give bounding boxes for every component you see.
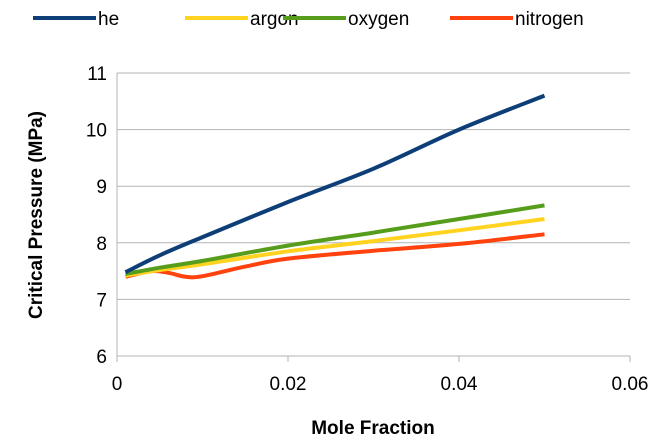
series-layer [124, 93, 546, 280]
legend: he argon oxygen nitrogen [33, 9, 584, 30]
y-axis-title: Critical Pressure (MPa) [26, 111, 47, 319]
x-axis-title: Mole Fraction [311, 418, 435, 439]
series-line-nitrogen [125, 232, 545, 280]
y-tick-label-0: 6 [96, 347, 107, 368]
x-tick-label-1: 0.02 [270, 374, 307, 395]
tick-labels: 6 7 8 9 10 11 0 0.02 0.04 0.06 [86, 64, 649, 395]
legend-label-argon: argon [250, 9, 299, 30]
y-tick-label-5: 11 [87, 64, 107, 85]
legend-label-he: he [98, 9, 119, 30]
series-line-he [124, 93, 546, 275]
y-tick-label-1: 7 [96, 290, 107, 311]
x-tick-label-0: 0 [112, 374, 123, 395]
gridlines [117, 72, 630, 357]
series-line-argon [125, 217, 545, 278]
y-tick-label-3: 9 [96, 177, 107, 198]
axes [116, 73, 631, 362]
y-tick-label-4: 10 [86, 121, 107, 142]
legend-label-nitrogen: nitrogen [515, 9, 584, 30]
x-tick-label-3: 0.06 [612, 374, 649, 395]
series-line-oxygen [125, 203, 545, 276]
y-tick-label-2: 8 [96, 234, 107, 255]
x-tick-label-2: 0.04 [441, 374, 478, 395]
legend-label-oxygen: oxygen [348, 9, 409, 30]
